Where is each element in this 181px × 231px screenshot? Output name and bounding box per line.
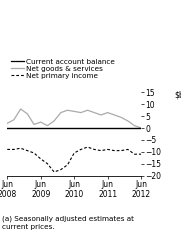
Y-axis label: $billion: $billion xyxy=(174,91,181,100)
Text: (a) Seasonally adjusted estimates at
current prices.: (a) Seasonally adjusted estimates at cur… xyxy=(2,216,134,230)
Legend: Current account balance, Net goods & services, Net primary income: Current account balance, Net goods & ser… xyxy=(11,59,115,79)
